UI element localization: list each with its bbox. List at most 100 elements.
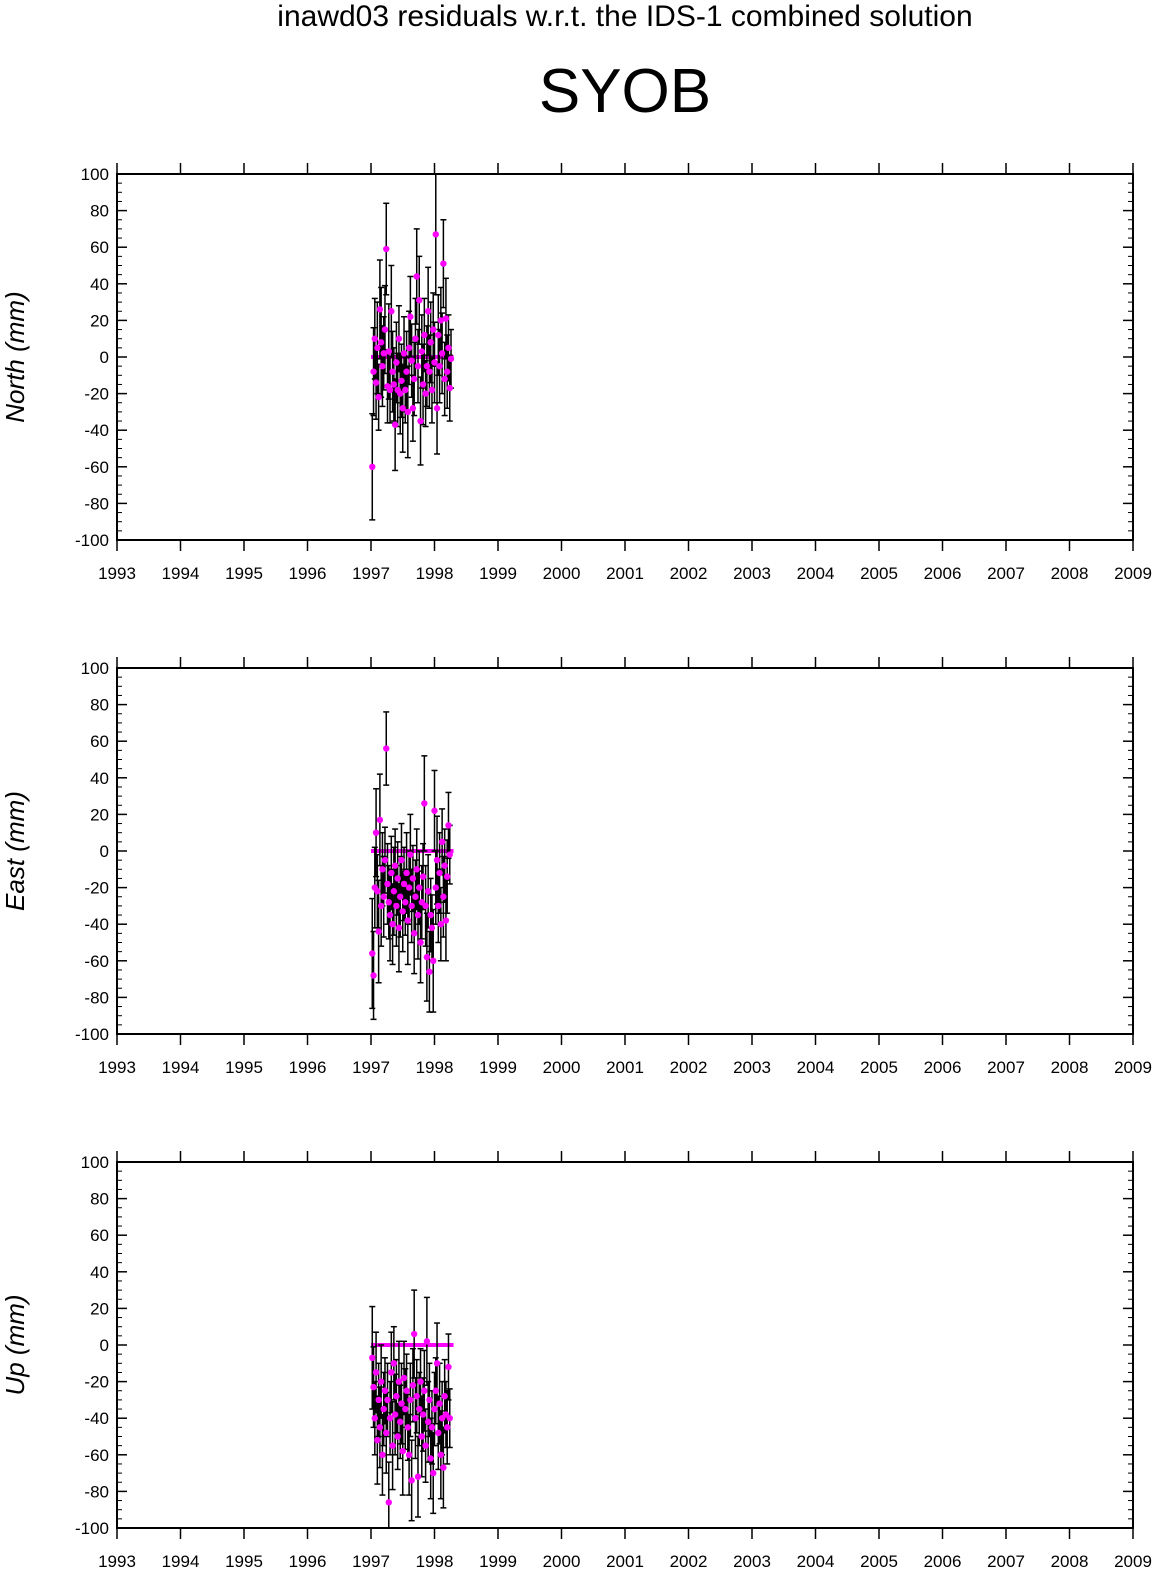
data-point [441, 862, 448, 869]
data-point [424, 888, 432, 895]
data-point [386, 386, 394, 394]
data-point [444, 1424, 451, 1431]
x-tick-label: 2005 [860, 564, 898, 583]
data-point [442, 315, 450, 322]
data-point [413, 273, 420, 280]
y-tick-label: -80 [84, 988, 109, 1007]
data-point [390, 381, 398, 388]
data-point [416, 1405, 423, 1413]
data-point [407, 1396, 414, 1404]
x-tick-label: 2008 [1051, 1552, 1089, 1571]
data-point [400, 350, 408, 357]
data-point [417, 417, 424, 425]
y-tick-label: 20 [90, 1299, 109, 1318]
y-tick-label: 80 [90, 696, 109, 715]
data-point [398, 1400, 405, 1407]
x-tick-label: 2003 [733, 1552, 771, 1571]
data-point [426, 1396, 433, 1404]
data-point [400, 1374, 408, 1382]
data-point [432, 1387, 439, 1394]
data-point [410, 930, 418, 937]
data-point [397, 893, 404, 900]
x-tick-label: 2006 [924, 564, 962, 583]
data-point [390, 1360, 398, 1367]
data-point [416, 297, 423, 304]
data-point [371, 335, 379, 342]
data-point [376, 306, 384, 313]
data-point [375, 394, 382, 401]
y-tick-label: 100 [81, 659, 109, 678]
data-point [370, 368, 377, 375]
data-point [370, 1383, 377, 1391]
data-marks [369, 174, 455, 521]
data-point [379, 866, 386, 873]
x-tick-label: 2007 [987, 564, 1025, 583]
data-point [391, 1411, 399, 1418]
data-point [376, 816, 384, 824]
data-point [412, 1415, 419, 1422]
data-point [383, 745, 390, 752]
data-point [426, 968, 433, 975]
data-point [405, 1451, 413, 1459]
x-tick-label: 2005 [860, 1552, 898, 1571]
up-panel: 100 80 60 40 20 0 -20 -40 -60 -80 -100 1993 1994 1995… [0, 1151, 1152, 1571]
data-point [403, 368, 410, 375]
data-point [398, 856, 405, 864]
data-point [432, 231, 439, 238]
data-point [436, 869, 443, 877]
data-point [423, 1338, 431, 1345]
data-point [431, 359, 438, 366]
data-point [419, 1411, 427, 1418]
data-point [388, 869, 395, 877]
y-tick-label: -20 [84, 1373, 109, 1392]
data-point [375, 928, 382, 935]
y-tick-label: 100 [81, 1153, 109, 1172]
x-tick-label: 1996 [289, 1552, 327, 1571]
y-tick-label: -40 [84, 915, 109, 934]
y-tick-label: -40 [84, 421, 109, 440]
x-tick-label: 1999 [479, 1552, 517, 1571]
x-tick-label: 2003 [733, 1058, 771, 1077]
data-point [430, 326, 437, 333]
data-point [407, 851, 414, 858]
x-tick-label: 1993 [98, 564, 136, 583]
data-point [431, 1405, 438, 1413]
data-point [409, 1382, 417, 1389]
data-point [402, 386, 409, 394]
data-point [374, 344, 381, 352]
x-tick-label: 2006 [924, 1552, 962, 1571]
y-tick-label: -20 [84, 879, 109, 898]
data-point [436, 362, 443, 370]
data-point [377, 339, 385, 346]
data-point [397, 390, 404, 397]
y-tick-label: -100 [75, 1025, 109, 1044]
y-tick-label: 0 [100, 842, 109, 861]
x-tick-label: 2008 [1051, 564, 1089, 583]
y-tick-label: 20 [90, 805, 109, 824]
x-tick-label: 1998 [416, 564, 454, 583]
y-tick-label: -100 [75, 531, 109, 550]
chart-title: inawd03 residuals w.r.t. the IDS-1 combi… [277, 0, 973, 33]
data-point [413, 1393, 420, 1400]
data-point [447, 355, 455, 363]
x-tick-label: 1998 [416, 1552, 454, 1571]
data-point [405, 884, 413, 891]
y-axis-label: East (mm) [0, 791, 30, 911]
y-tick-label: 60 [90, 1226, 109, 1245]
x-tick-label: 2009 [1114, 564, 1152, 583]
data-point [430, 1469, 437, 1477]
x-tick-label: 1995 [225, 564, 263, 583]
x-tick-label: 1995 [225, 1058, 263, 1077]
data-point [435, 331, 442, 339]
data-point [419, 381, 427, 388]
data-point [386, 1415, 394, 1422]
data-point [389, 368, 396, 375]
data-point [437, 1451, 445, 1459]
y-tick-label: -60 [84, 1446, 109, 1465]
data-point [441, 1393, 448, 1400]
data-point [383, 1429, 390, 1437]
data-point [381, 1387, 389, 1394]
x-tick-label: 2004 [797, 1552, 835, 1571]
x-tick-label: 1994 [162, 1552, 200, 1571]
data-point [374, 888, 381, 895]
